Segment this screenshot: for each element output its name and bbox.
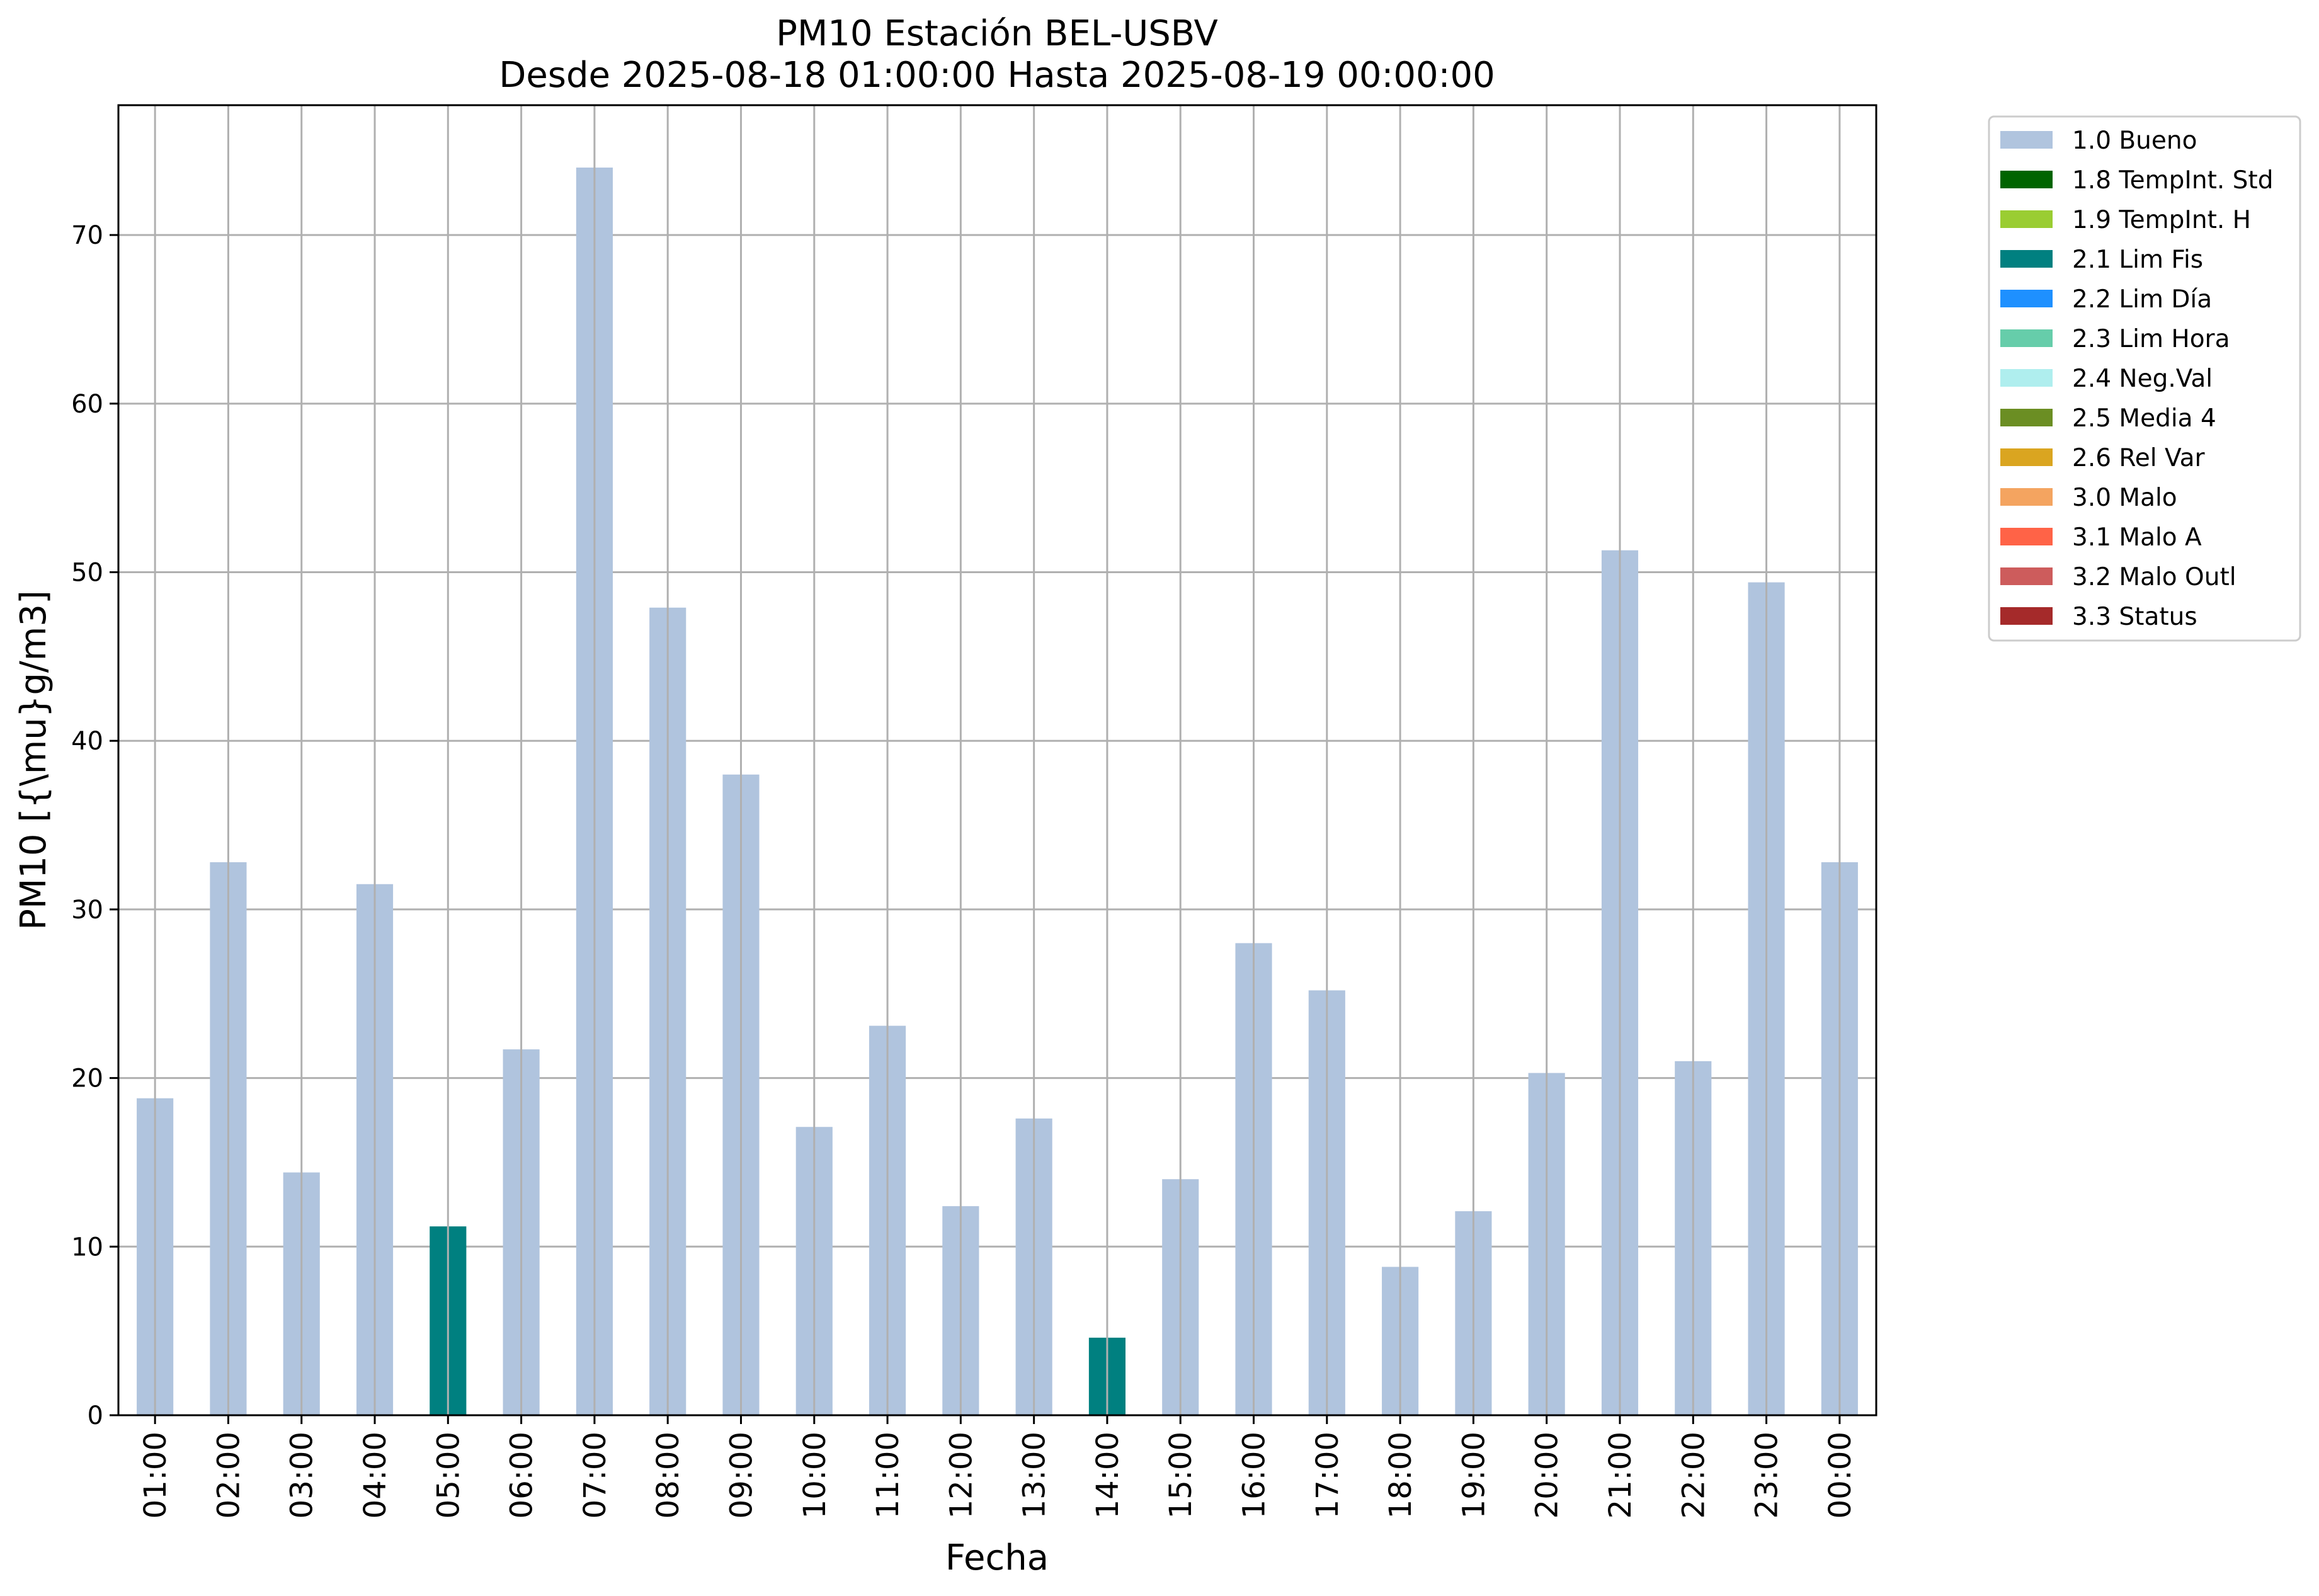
- y-tick-label: 50: [71, 559, 103, 588]
- legend-label: 2.3 Lim Hora: [2072, 325, 2230, 353]
- legend-label: 2.4 Neg.Val: [2072, 365, 2213, 393]
- x-tick-label: 14:00: [1090, 1432, 1125, 1519]
- x-tick-label: 00:00: [1823, 1432, 1858, 1519]
- legend-label: 1.8 TempInt. Std: [2072, 166, 2273, 195]
- x-tick-label: 16:00: [1237, 1432, 1272, 1519]
- legend-swatch: [2000, 607, 2053, 625]
- legend-swatch: [2000, 131, 2053, 149]
- x-tick-label: 17:00: [1310, 1432, 1345, 1519]
- legend-label: 3.0 Malo: [2072, 484, 2177, 512]
- x-tick-label: 08:00: [651, 1432, 686, 1519]
- x-axis-label: Fecha: [945, 1537, 1049, 1578]
- x-tick-label: 13:00: [1017, 1432, 1052, 1519]
- plot-frame: [117, 104, 1877, 1416]
- legend-label: 1.9 TempInt. H: [2072, 206, 2251, 234]
- legend-label: 2.6 Rel Var: [2072, 444, 2206, 472]
- legend-label: 3.3 Status: [2072, 603, 2197, 631]
- legend-swatch: [2000, 567, 2053, 585]
- legend-label: 2.1 Lim Fis: [2072, 246, 2203, 274]
- chart-subtitle: Desde 2025-08-18 01:00:00 Hasta 2025-08-…: [499, 55, 1495, 96]
- bars: [137, 105, 1858, 1415]
- x-axis-ticks: 01:00 02:00 03:00 04:00 05:00 06:00 07:00 08:00…: [138, 1415, 1858, 1519]
- x-tick-label: 11:00: [870, 1432, 906, 1519]
- x-tick-label: 20:00: [1530, 1432, 1565, 1519]
- x-tick-label: 10:00: [797, 1432, 833, 1519]
- legend-label: 2.5 Media 4: [2072, 404, 2216, 433]
- y-tick-label: 20: [71, 1064, 103, 1093]
- legend-swatch: [2000, 409, 2053, 426]
- legend-label: 1.0 Bueno: [2072, 127, 2197, 155]
- y-tick-label: 40: [71, 727, 103, 756]
- x-tick-label: 05:00: [431, 1432, 466, 1519]
- x-tick-label: 04:00: [358, 1432, 393, 1519]
- x-tick-label: 18:00: [1383, 1432, 1418, 1519]
- y-tick-label: 30: [71, 896, 103, 925]
- x-tick-label: 09:00: [724, 1432, 759, 1519]
- legend-label: 2.2 Lim Día: [2072, 285, 2212, 314]
- x-tick-label: 23:00: [1750, 1432, 1785, 1519]
- legend-swatch: [2000, 250, 2053, 268]
- legend-swatch: [2000, 369, 2053, 387]
- legend-swatch: [2000, 329, 2053, 347]
- legend-label: 3.2 Malo Outl: [2072, 563, 2236, 591]
- legend-swatch: [2000, 171, 2053, 188]
- grid-lines: [118, 234, 1876, 1416]
- x-tick-label: 21:00: [1603, 1432, 1638, 1519]
- legend-swatch: [2000, 290, 2053, 307]
- y-axis-label: PM10 [{\mu}g/m3]: [13, 590, 54, 930]
- legend-swatch: [2000, 448, 2053, 466]
- x-tick-label: 12:00: [943, 1432, 979, 1519]
- legend-label: 3.1 Malo A: [2072, 523, 2202, 552]
- chart-title: PM10 Estación BEL-USBV: [776, 13, 1218, 54]
- legend: 1.0 Bueno 1.8 TempInt. Std 1.9 TempInt. H 2…: [1988, 115, 2301, 642]
- y-tick-label: 10: [71, 1233, 103, 1262]
- legend-swatch: [2000, 210, 2053, 228]
- x-tick-label: 06:00: [504, 1432, 540, 1519]
- y-axis-ticks: 0 10 20 30 40 50 60 70: [71, 221, 118, 1430]
- x-tick-label: 22:00: [1676, 1432, 1711, 1519]
- legend-swatch: [2000, 528, 2053, 545]
- x-tick-label: 07:00: [578, 1432, 613, 1519]
- x-tick-label: 19:00: [1456, 1432, 1491, 1519]
- legend-frame: [1988, 115, 2301, 642]
- x-tick-label: 15:00: [1163, 1432, 1199, 1519]
- y-tick-label: 70: [71, 221, 103, 250]
- x-tick-label: 02:00: [211, 1432, 246, 1519]
- x-tick-label: 01:00: [138, 1432, 173, 1519]
- y-tick-label: 0: [88, 1401, 103, 1430]
- legend-swatch: [2000, 488, 2053, 506]
- x-tick-label: 03:00: [285, 1432, 320, 1519]
- y-tick-label: 60: [71, 390, 103, 419]
